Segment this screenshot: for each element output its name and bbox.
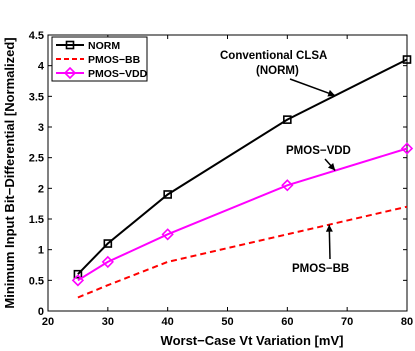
x-axis-title: Worst−Case Vt Variation [mV] bbox=[161, 333, 344, 348]
series-marker-norm-0 bbox=[73, 269, 83, 279]
x-tick-label-0: 20 bbox=[42, 316, 54, 328]
y-tick-label-5: 2.5 bbox=[29, 153, 44, 165]
annotation-norm-line2: (NORM) bbox=[256, 65, 299, 77]
series-marker-pmos-vdd-3 bbox=[281, 179, 294, 192]
legend: NORM PMOS−BB PMOS−VDD bbox=[51, 36, 148, 82]
series-line-pmos-bb bbox=[77, 205, 408, 299]
annotation-arrow-pmos-bb-head bbox=[325, 224, 333, 232]
series-marker-norm-3 bbox=[283, 115, 292, 124]
x-tick-label-6: 80 bbox=[401, 316, 413, 328]
x-tick-label-4: 60 bbox=[281, 316, 293, 328]
series-line-norm bbox=[77, 58, 408, 275]
annotation-pmos-vdd: PMOS−VDD bbox=[286, 145, 351, 157]
y-tick-label-3: 1.5 bbox=[29, 214, 44, 226]
annotation-arrow-norm-head bbox=[327, 89, 336, 97]
series-marker-norm-4 bbox=[402, 55, 412, 64]
y-tick-label-8: 4 bbox=[38, 61, 45, 73]
annotations: Conventional CLSA (NORM) PMOS−VDD PMOS−B… bbox=[220, 50, 351, 275]
series-marker-pmos-vdd-1 bbox=[101, 255, 114, 269]
y-tick-label-2: 1 bbox=[38, 245, 44, 257]
legend-marker-pmos-vdd bbox=[63, 66, 77, 80]
y-tick-label-6: 3 bbox=[38, 122, 44, 134]
series-line-pmos-vdd bbox=[77, 147, 408, 282]
annotation-arrow-norm-shaft bbox=[289, 78, 336, 97]
series-marker-norm-2 bbox=[163, 190, 172, 199]
x-tick-label-2: 40 bbox=[162, 316, 174, 328]
legend-label-pmos-vdd: PMOS−VDD bbox=[88, 68, 148, 80]
series-marker-pmos-vdd-4 bbox=[400, 142, 414, 155]
series-marker-pmos-vdd-0 bbox=[71, 274, 85, 287]
legend-label-pmos-bb: PMOS−BB bbox=[88, 54, 141, 66]
y-tick-label-4: 2 bbox=[38, 183, 44, 195]
y-tick-label-7: 3.5 bbox=[29, 91, 44, 103]
y-axis-title: Minimum Input Bit−Differential [Normaliz… bbox=[2, 37, 17, 308]
legend-marker-norm bbox=[65, 40, 75, 50]
annotation-pmos-bb: PMOS−BB bbox=[292, 263, 349, 275]
y-tick-label-9: 4.5 bbox=[29, 30, 44, 42]
series-marker-norm-1 bbox=[103, 239, 113, 248]
x-tick-label-5: 70 bbox=[341, 316, 353, 328]
y-tick-label-1: 0.5 bbox=[29, 275, 44, 287]
y-tick-label-0: 0 bbox=[38, 306, 44, 318]
legend-label-norm: NORM bbox=[88, 40, 120, 52]
series-marker-pmos-vdd-2 bbox=[161, 228, 174, 241]
x-tick-label-3: 50 bbox=[221, 316, 233, 328]
annotation-arrow-pmos-vdd-head bbox=[327, 162, 336, 171]
x-tick-label-1: 30 bbox=[102, 316, 114, 328]
annotation-norm-line1: Conventional CLSA bbox=[220, 50, 327, 62]
